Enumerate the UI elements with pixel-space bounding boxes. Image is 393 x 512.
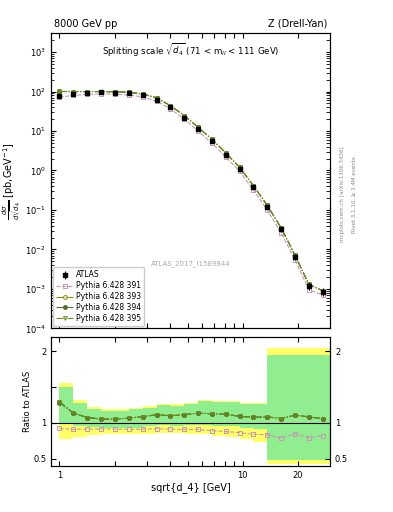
Pythia 6.428 395 <box>279 225 283 231</box>
Pythia 6.428 394 <box>127 89 131 95</box>
Pythia 6.428 391 <box>307 287 311 293</box>
Legend: ATLAS, Pythia 6.428 391, Pythia 6.428 393, Pythia 6.428 394, Pythia 6.428 395: ATLAS, Pythia 6.428 391, Pythia 6.428 39… <box>53 267 145 326</box>
Pythia 6.428 391 <box>113 91 118 97</box>
Pythia 6.428 391 <box>237 168 242 175</box>
Pythia 6.428 395 <box>85 89 90 95</box>
Pythia 6.428 395 <box>99 89 104 95</box>
Pythia 6.428 393 <box>182 113 187 119</box>
Pythia 6.428 394 <box>113 89 118 95</box>
Pythia 6.428 394 <box>265 202 270 208</box>
Pythia 6.428 395 <box>265 202 270 208</box>
Pythia 6.428 393 <box>320 288 325 294</box>
Pythia 6.428 394 <box>57 89 62 95</box>
Pythia 6.428 391 <box>127 92 131 98</box>
Pythia 6.428 394 <box>71 89 76 95</box>
Pythia 6.428 395 <box>209 136 214 142</box>
Line: Pythia 6.428 391: Pythia 6.428 391 <box>57 92 325 297</box>
Pythia 6.428 391 <box>154 98 159 104</box>
Pythia 6.428 394 <box>196 124 200 130</box>
Pythia 6.428 393 <box>113 89 118 95</box>
Pythia 6.428 393 <box>265 202 270 208</box>
Pythia 6.428 391 <box>196 128 200 134</box>
Pythia 6.428 395 <box>196 124 200 130</box>
Pythia 6.428 395 <box>57 89 62 95</box>
Pythia 6.428 393 <box>57 89 62 95</box>
Pythia 6.428 394 <box>223 150 228 156</box>
Pythia 6.428 391 <box>293 257 298 263</box>
Pythia 6.428 395 <box>71 89 76 95</box>
Pythia 6.428 393 <box>223 150 228 156</box>
Text: Z (Drell-Yan): Z (Drell-Yan) <box>268 19 327 29</box>
Pythia 6.428 393 <box>209 136 214 142</box>
Pythia 6.428 393 <box>71 89 76 95</box>
Pythia 6.428 395 <box>223 150 228 156</box>
Pythia 6.428 394 <box>154 95 159 101</box>
Pythia 6.428 393 <box>279 225 283 231</box>
Pythia 6.428 394 <box>209 136 214 142</box>
Text: ATLAS_2017_I1589844: ATLAS_2017_I1589844 <box>151 260 230 267</box>
Pythia 6.428 395 <box>127 89 131 95</box>
Pythia 6.428 393 <box>237 164 242 170</box>
Text: Rivet 3.1.10, ≥ 3.4M events: Rivet 3.1.10, ≥ 3.4M events <box>352 156 357 233</box>
Pythia 6.428 394 <box>293 252 298 258</box>
Pythia 6.428 391 <box>265 207 270 213</box>
Pythia 6.428 393 <box>168 102 173 109</box>
Pythia 6.428 391 <box>140 94 145 100</box>
Line: Pythia 6.428 395: Pythia 6.428 395 <box>57 90 325 293</box>
Line: Pythia 6.428 394: Pythia 6.428 394 <box>57 90 325 293</box>
Pythia 6.428 394 <box>168 102 173 109</box>
Pythia 6.428 394 <box>99 89 104 95</box>
Pythia 6.428 391 <box>251 187 256 193</box>
Pythia 6.428 395 <box>293 252 298 258</box>
Pythia 6.428 395 <box>140 91 145 97</box>
Pythia 6.428 393 <box>99 89 104 95</box>
X-axis label: sqrt{d_4} [GeV]: sqrt{d_4} [GeV] <box>151 482 230 494</box>
Pythia 6.428 391 <box>279 230 283 236</box>
Pythia 6.428 395 <box>182 113 187 119</box>
Pythia 6.428 391 <box>71 92 76 98</box>
Pythia 6.428 395 <box>113 89 118 95</box>
Pythia 6.428 391 <box>85 91 90 97</box>
Pythia 6.428 393 <box>307 281 311 287</box>
Pythia 6.428 393 <box>85 89 90 95</box>
Pythia 6.428 391 <box>168 106 173 112</box>
Pythia 6.428 395 <box>154 95 159 101</box>
Pythia 6.428 391 <box>209 140 214 146</box>
Pythia 6.428 395 <box>168 102 173 109</box>
Pythia 6.428 394 <box>320 288 325 294</box>
Pythia 6.428 393 <box>293 252 298 258</box>
Pythia 6.428 393 <box>196 124 200 130</box>
Pythia 6.428 395 <box>320 288 325 294</box>
Pythia 6.428 394 <box>237 164 242 170</box>
Pythia 6.428 394 <box>85 89 90 95</box>
Pythia 6.428 394 <box>140 91 145 97</box>
Line: Pythia 6.428 393: Pythia 6.428 393 <box>57 90 325 293</box>
Pythia 6.428 391 <box>182 116 187 122</box>
Pythia 6.428 393 <box>140 91 145 97</box>
Pythia 6.428 393 <box>251 183 256 189</box>
Pythia 6.428 393 <box>154 95 159 101</box>
Text: 8000 GeV pp: 8000 GeV pp <box>54 19 117 29</box>
Pythia 6.428 393 <box>127 89 131 95</box>
Pythia 6.428 394 <box>279 225 283 231</box>
Pythia 6.428 391 <box>320 292 325 298</box>
Pythia 6.428 394 <box>307 281 311 287</box>
Y-axis label: $\frac{d\sigma}{d\sqrt{d_4}}$ [pb,GeV$^{-1}$]: $\frac{d\sigma}{d\sqrt{d_4}}$ [pb,GeV$^{… <box>1 142 24 220</box>
Pythia 6.428 391 <box>223 154 228 160</box>
Pythia 6.428 391 <box>57 94 62 100</box>
Y-axis label: Ratio to ATLAS: Ratio to ATLAS <box>23 371 32 432</box>
Text: Splitting scale $\sqrt{d_4}$ (71 < m$_{ll}$ < 111 GeV): Splitting scale $\sqrt{d_4}$ (71 < m$_{l… <box>102 42 279 59</box>
Pythia 6.428 395 <box>307 281 311 287</box>
Pythia 6.428 391 <box>99 91 104 97</box>
Text: mcplots.cern.ch [arXiv:1306.3436]: mcplots.cern.ch [arXiv:1306.3436] <box>340 147 345 242</box>
Pythia 6.428 394 <box>251 183 256 189</box>
Pythia 6.428 395 <box>251 183 256 189</box>
Pythia 6.428 394 <box>182 113 187 119</box>
Pythia 6.428 395 <box>237 164 242 170</box>
